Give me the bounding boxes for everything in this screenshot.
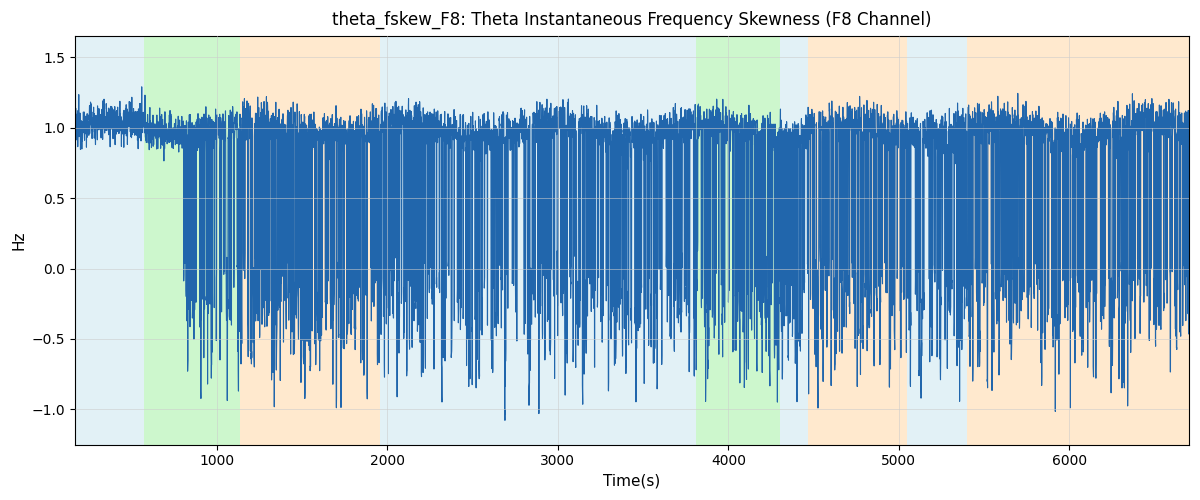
- Bar: [144, 36, 240, 445]
- Bar: [691, 36, 696, 445]
- Bar: [780, 36, 809, 445]
- Bar: [380, 36, 497, 445]
- Bar: [1086, 36, 1189, 445]
- Bar: [967, 36, 1086, 445]
- Y-axis label: Hz: Hz: [11, 230, 26, 250]
- Bar: [809, 36, 907, 445]
- Bar: [696, 36, 780, 445]
- Bar: [240, 36, 380, 445]
- Bar: [76, 36, 144, 445]
- X-axis label: Time(s): Time(s): [604, 474, 660, 489]
- Bar: [497, 36, 691, 445]
- Bar: [907, 36, 967, 445]
- Title: theta_fskew_F8: Theta Instantaneous Frequency Skewness (F8 Channel): theta_fskew_F8: Theta Instantaneous Freq…: [332, 11, 931, 30]
